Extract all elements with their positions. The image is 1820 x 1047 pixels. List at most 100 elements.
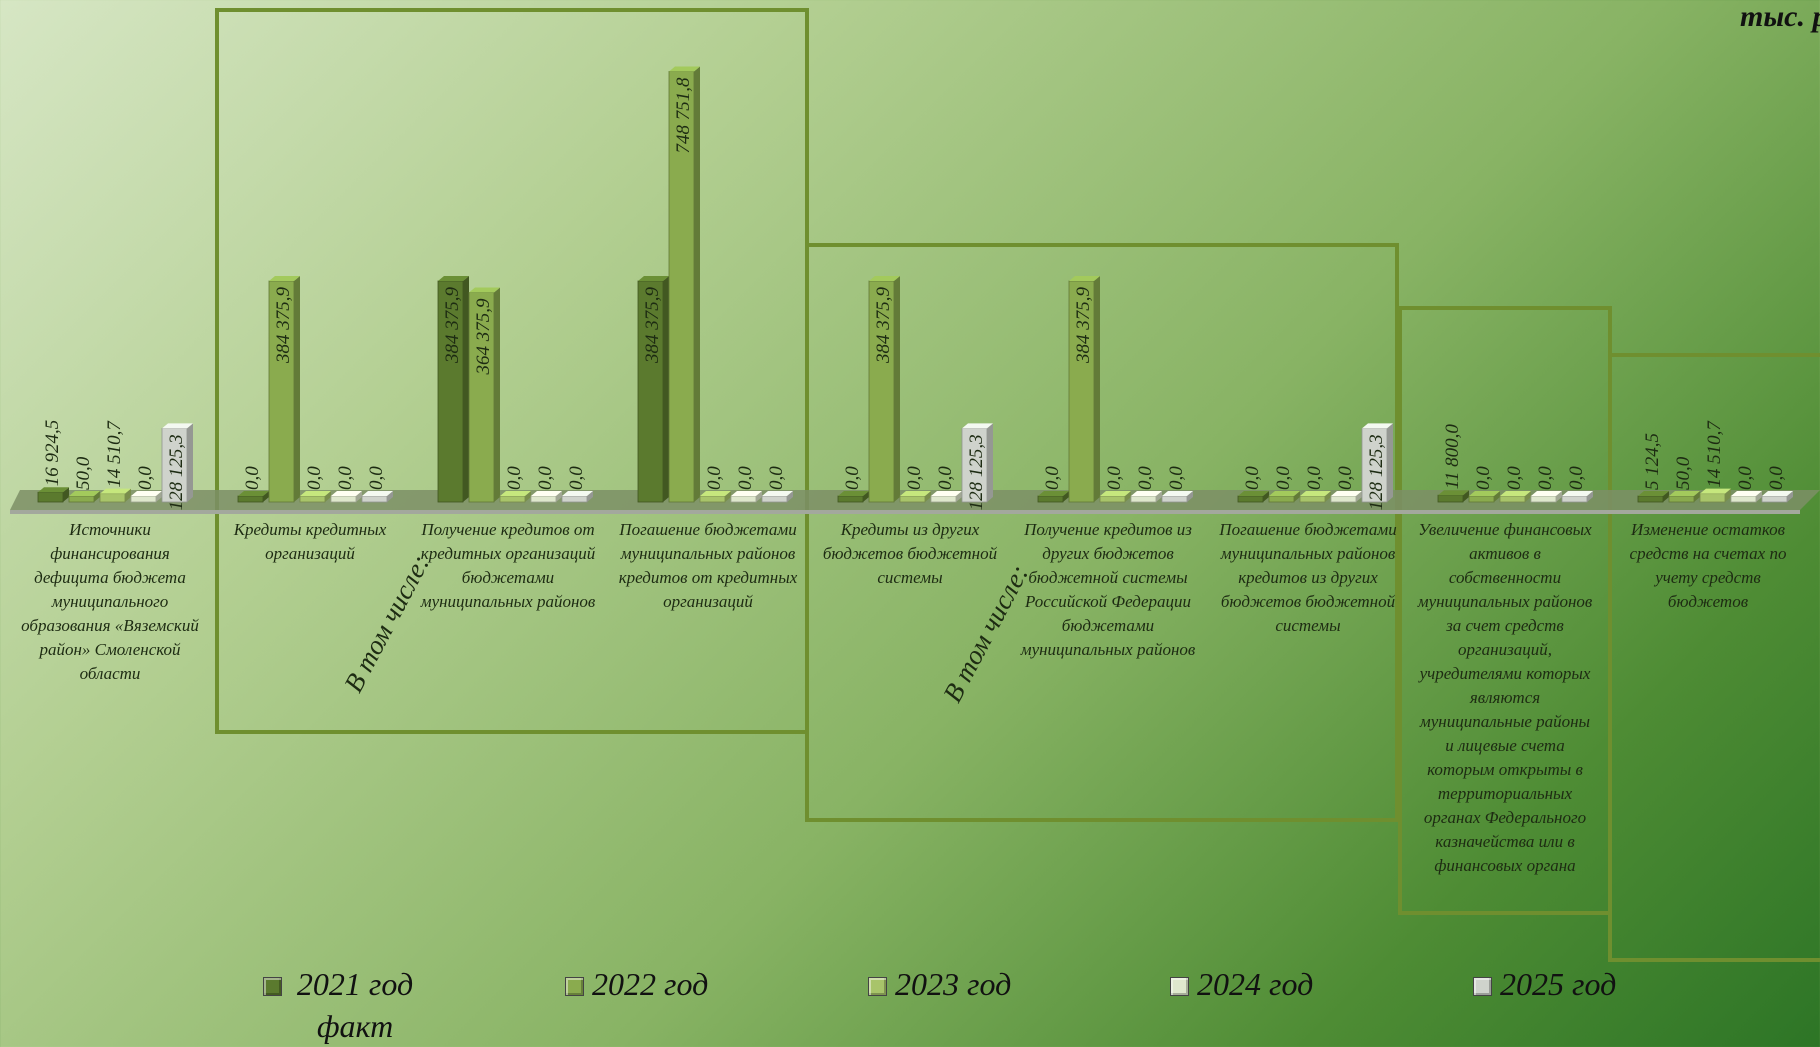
bar <box>1361 423 1393 503</box>
data-label: 384 375,9 <box>1073 286 1094 364</box>
bar <box>437 275 469 503</box>
data-label: 384 375,9 <box>442 286 463 364</box>
bar <box>268 275 300 503</box>
category-label: Получение кредитов из других бюджетов бю… <box>1020 520 1196 659</box>
data-label: 0,0 <box>1335 466 1356 490</box>
bar <box>330 491 362 503</box>
chart-floor-edge <box>10 510 1800 514</box>
data-label: 0,0 <box>535 466 556 490</box>
data-label: 128 125,3 <box>166 434 187 510</box>
group-frame-4 <box>1608 353 1820 962</box>
data-label: 0,0 <box>1273 466 1294 490</box>
bar <box>1668 491 1700 503</box>
bar <box>468 287 500 503</box>
legend: 2021 год факт 2022 год 2023 год 2024 год 202… <box>0 963 1820 1047</box>
data-label: 0,0 <box>335 466 356 490</box>
bar <box>1130 491 1162 503</box>
data-label: 0,0 <box>366 466 387 490</box>
group-frames <box>215 8 1820 962</box>
bar <box>561 491 593 503</box>
bar <box>930 491 962 503</box>
legend-item: 2024 год <box>1170 963 1313 1005</box>
bar <box>68 491 100 503</box>
data-label: 0,0 <box>1504 466 1525 490</box>
data-label: 0,0 <box>842 466 863 490</box>
data-label: 748 751,8 <box>673 77 694 154</box>
legend-label: 2022 год <box>592 966 709 1002</box>
bar <box>530 491 562 503</box>
data-label: 0,0 <box>1135 466 1156 490</box>
legend-swatch <box>1473 977 1492 996</box>
data-label: 0,0 <box>704 466 725 490</box>
bar <box>761 491 793 503</box>
data-label: 0,0 <box>566 466 587 490</box>
data-label: 0,0 <box>935 466 956 490</box>
data-label: 0,0 <box>1535 466 1556 490</box>
legend-label: 2024 год <box>1197 966 1314 1002</box>
category-label: Получение кредитов от кредитных организа… <box>420 520 596 611</box>
legend-swatch <box>565 977 584 996</box>
data-label: 0,0 <box>766 466 787 490</box>
data-label: 128 125,3 <box>966 434 987 510</box>
bar <box>161 423 193 503</box>
bar <box>1699 488 1731 503</box>
bar <box>1530 491 1562 503</box>
data-label: 0,0 <box>1304 466 1325 490</box>
group-frame-2 <box>805 243 1399 822</box>
bar <box>237 491 269 503</box>
legend-swatch <box>868 977 887 996</box>
data-label: 0,0 <box>1042 466 1063 490</box>
data-label: 0,0 <box>304 466 325 490</box>
data-label: 384 375,9 <box>273 286 294 364</box>
bars-layer <box>37 66 1793 503</box>
bar <box>99 488 131 503</box>
bar <box>1037 491 1069 503</box>
bar <box>499 491 531 503</box>
data-label: 14 510,7 <box>104 420 125 488</box>
bar <box>699 491 731 503</box>
legend-swatch <box>1170 977 1189 996</box>
bar <box>1761 491 1793 503</box>
bar <box>1437 490 1469 503</box>
data-label: 0,0 <box>135 466 156 490</box>
bar <box>1637 491 1669 503</box>
bar <box>1237 491 1269 503</box>
data-label: 0,0 <box>735 466 756 490</box>
bar <box>37 487 69 503</box>
bar <box>730 491 762 503</box>
data-label: 0,0 <box>1473 466 1494 490</box>
category-label: Изменение остатков средств на счетах по … <box>1629 520 1787 611</box>
legend-item: 2022 год <box>565 963 708 1005</box>
data-label: 0,0 <box>242 466 263 490</box>
legend-label: 2025 год <box>1500 966 1617 1002</box>
bar <box>361 491 393 503</box>
bar <box>837 491 869 503</box>
legend-swatch <box>263 977 282 996</box>
category-label: Погашение бюджетами муниципальных районо… <box>1219 520 1397 635</box>
data-label: 11 800,0 <box>1442 424 1463 490</box>
category-label: Увеличение финансовых активов в собствен… <box>1417 520 1593 875</box>
bar <box>961 423 993 503</box>
bar <box>1161 491 1193 503</box>
data-label: 50,0 <box>1673 456 1694 490</box>
data-label: 0,0 <box>1166 466 1187 490</box>
bar <box>130 491 162 503</box>
unit-label: тыс. р <box>1740 0 1820 33</box>
data-label: 0,0 <box>504 466 525 490</box>
bar <box>899 491 931 503</box>
bar <box>299 491 331 503</box>
bar <box>1561 491 1593 503</box>
category-label: Кредиты из других бюджетов бюджетной сис… <box>822 520 998 587</box>
data-labels-layer: 16 924,5 0,0 384 375,9 384 375,9 0,0 0,0 0,0 11… <box>42 77 1787 510</box>
data-label: 0,0 <box>1104 466 1125 490</box>
bar <box>1068 275 1100 503</box>
legend-item: 2021 год факт <box>263 963 420 1047</box>
data-label: 5 124,5 <box>1642 433 1663 490</box>
legend-item: 2023 год <box>868 963 1011 1005</box>
data-label: 0,0 <box>1735 466 1756 490</box>
data-label: 0,0 <box>1242 466 1263 490</box>
category-label: Погашение бюджетами муниципальных районо… <box>618 520 798 611</box>
data-label: 128 125,3 <box>1366 434 1387 510</box>
data-label: 0,0 <box>1566 466 1587 490</box>
bar <box>668 66 700 503</box>
